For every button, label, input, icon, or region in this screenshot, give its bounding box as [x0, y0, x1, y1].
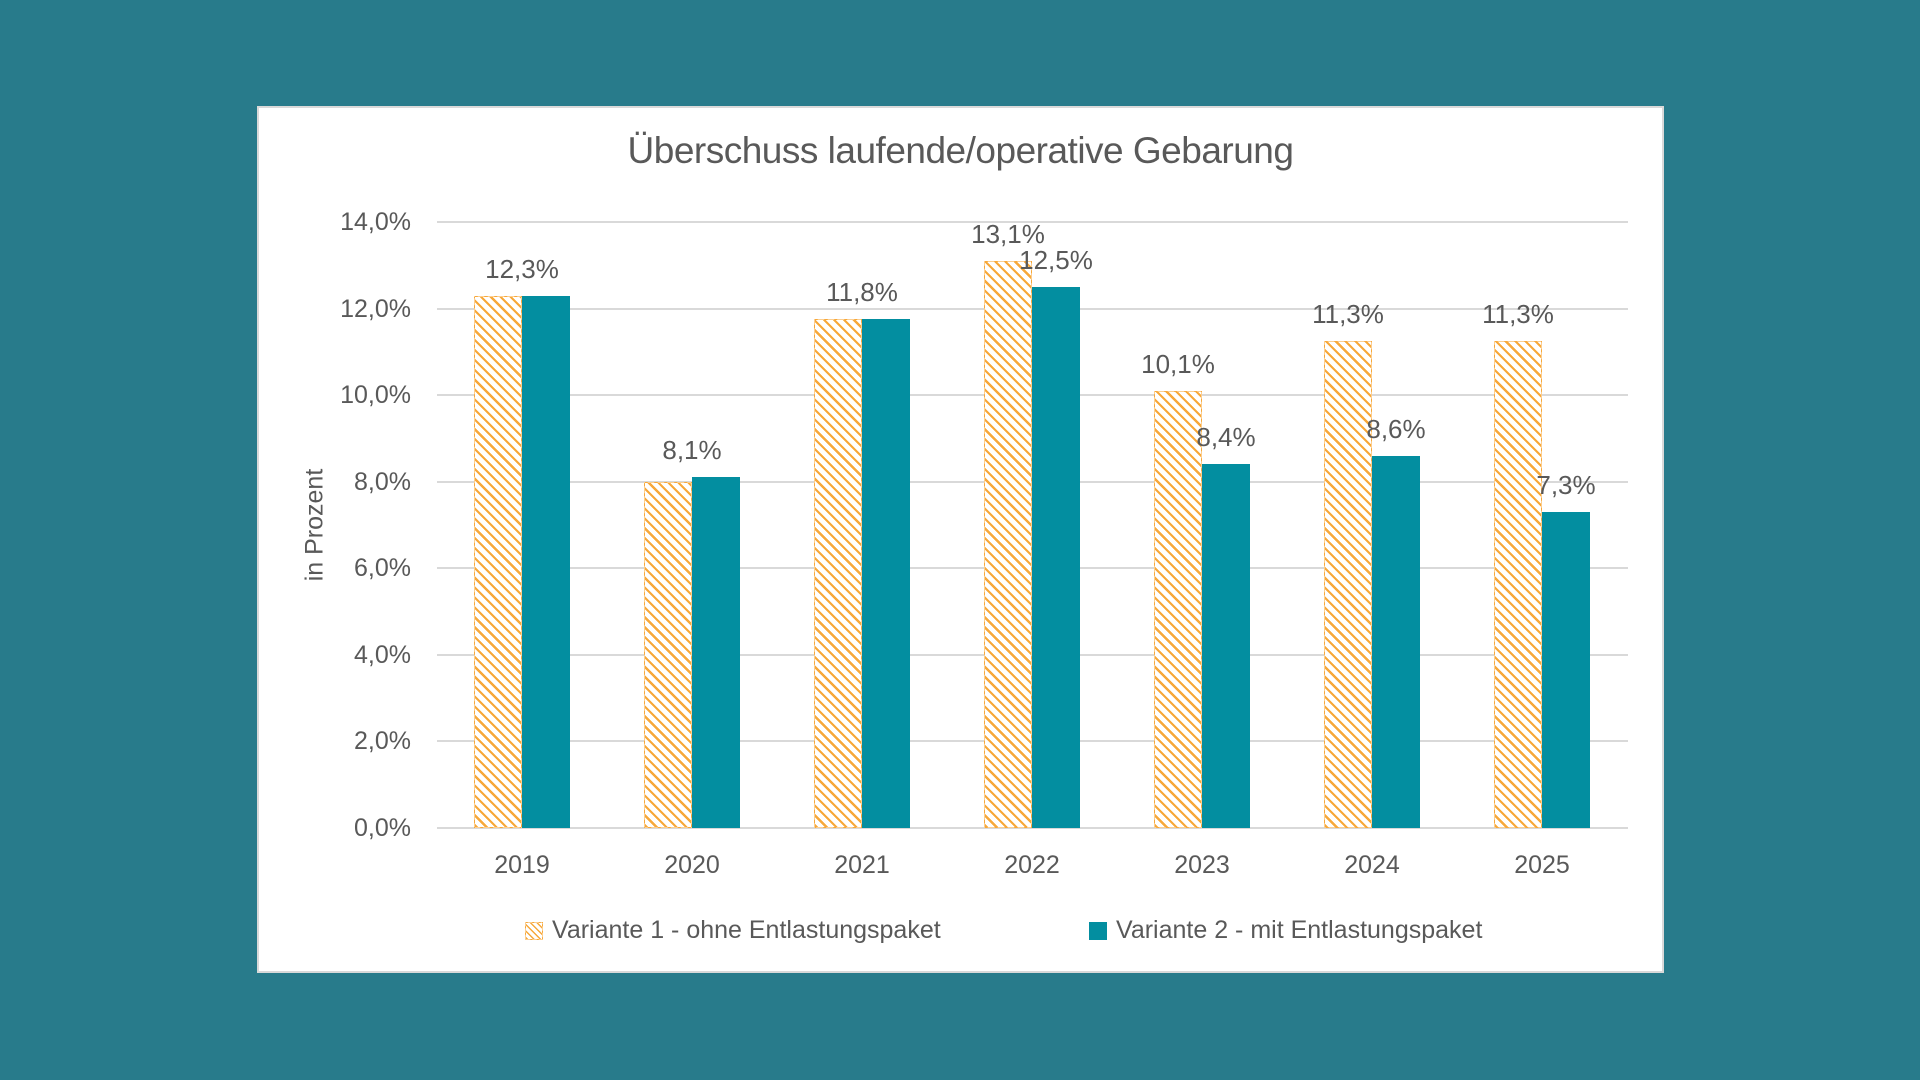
data-label: 13,1% [971, 218, 1045, 249]
data-label: 10,1% [1141, 348, 1215, 379]
data-label: 7,3% [1536, 470, 1596, 500]
y-axis-tick-label: 0,0% [354, 814, 411, 842]
bar-variante1-2019 [474, 295, 522, 828]
bar-variante2-2020 [692, 477, 740, 828]
bar-variante2-2019 [522, 295, 570, 828]
legend-item-variante1: Variante 1 - ohne Entlastungspaket [525, 916, 941, 945]
bar-variante2-2025 [1542, 512, 1590, 828]
bar-variante1-2024 [1324, 341, 1372, 828]
data-label: 8,6% [1366, 413, 1426, 444]
legend-item-variante2: Variante 2 - mit Entlastungspaket [1089, 916, 1482, 945]
x-axis-label-2022: 2022 [1004, 851, 1060, 879]
bar-variante1-2025 [1494, 341, 1542, 828]
legend-swatch-solid-icon [1089, 921, 1107, 940]
bar-variante2-2022 [1032, 286, 1080, 828]
y-axis-tick-label: 14,0% [340, 208, 411, 236]
x-axis-label-2019: 2019 [494, 851, 550, 879]
x-axis-label-2021: 2021 [834, 851, 890, 879]
x-axis-label-2023: 2023 [1174, 851, 1230, 879]
bar-variante1-2022 [984, 260, 1032, 828]
gridline-14,0% [437, 221, 1628, 223]
bar-variante2-2021 [862, 319, 910, 828]
data-label: 11,3% [1312, 299, 1384, 330]
legend-label: Variante 1 - ohne Entlastungspaket [552, 916, 941, 944]
y-axis-tick-label: 4,0% [354, 640, 411, 669]
y-axis-tick-label: 10,0% [340, 381, 411, 410]
bar-variante1-2020 [644, 481, 692, 828]
x-axis-label-2025: 2025 [1514, 851, 1570, 879]
x-axis-label-2020: 2020 [664, 851, 720, 879]
bar-variante1-2023 [1154, 390, 1202, 828]
data-label: 11,8% [826, 277, 898, 308]
data-label: 12,5% [1019, 244, 1093, 275]
data-label: 12,3% [485, 253, 559, 284]
legend-label: Variante 2 - mit Entlastungspaket [1116, 916, 1483, 944]
data-label: 8,4% [1196, 422, 1256, 453]
y-axis-tick-label: 12,0% [340, 294, 411, 323]
data-label: 8,1% [662, 435, 722, 466]
legend-swatch-hatched-icon [525, 921, 543, 940]
y-axis-tick-label: 2,0% [354, 727, 411, 756]
y-axis-tick-label: 6,0% [354, 554, 411, 583]
gridline-0,0% [437, 827, 1628, 829]
bar-variante2-2024 [1372, 455, 1420, 828]
chart-panel: Überschuss laufende/operative Gebarung i… [257, 106, 1664, 973]
x-axis-label-2024: 2024 [1344, 851, 1400, 879]
data-label: 11,3% [1482, 299, 1554, 330]
bar-variante2-2023 [1202, 464, 1250, 828]
chart-title: Überschuss laufende/operative Gebarung [627, 130, 1294, 171]
bar-variante1-2021 [814, 319, 862, 828]
y-axis-tick-label: 8,0% [354, 467, 411, 496]
